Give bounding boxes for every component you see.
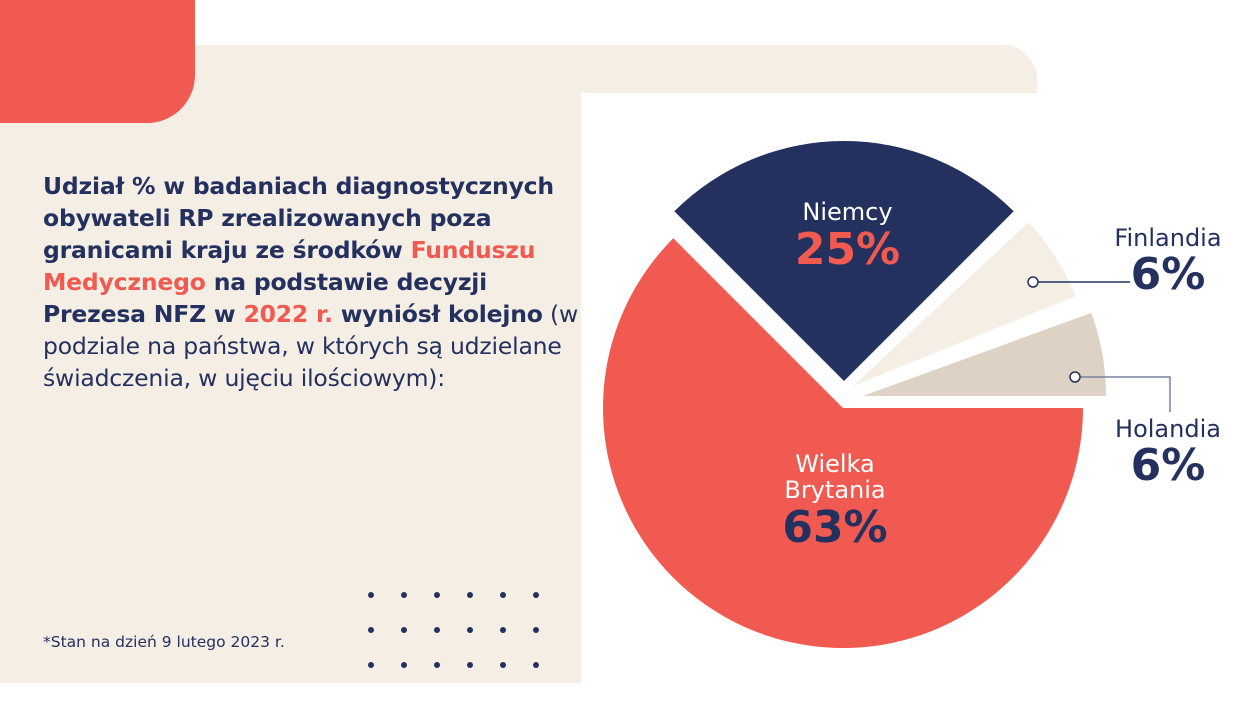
headline-part-3: wyniósł kolejno bbox=[332, 300, 543, 328]
label-wb-line-2: Brytania bbox=[784, 476, 886, 504]
finlandia-connector-dot bbox=[1027, 276, 1039, 288]
label-wb-value: 63% bbox=[782, 502, 888, 553]
background-top-strip bbox=[195, 45, 1037, 93]
label-holandia: Holandia 6% bbox=[1098, 415, 1238, 489]
label-holandia-name: Holandia bbox=[1115, 415, 1221, 443]
headline-part-4: (w podziale na państwa, w których są udz… bbox=[43, 300, 578, 392]
holandia-connector-dot bbox=[1069, 371, 1081, 383]
label-niemcy: Niemcy 25% bbox=[770, 198, 925, 274]
pie-chart bbox=[603, 141, 1171, 649]
slice-wielka-brytania bbox=[603, 238, 1084, 649]
label-wb-line-1: Wielka bbox=[795, 450, 875, 478]
label-holandia-value: 6% bbox=[1130, 440, 1206, 491]
slice-niemcy bbox=[674, 141, 1014, 381]
headline-accent-year: 2022 r. bbox=[243, 300, 333, 328]
holandia-connector-line bbox=[1080, 376, 1171, 412]
background-left-panel bbox=[0, 45, 581, 683]
label-niemcy-name: Niemcy bbox=[802, 198, 893, 226]
headline-accent-fund: Funduszu Medycznego bbox=[43, 236, 536, 296]
decorative-red-block bbox=[0, 0, 195, 123]
decorative-dot-grid bbox=[368, 592, 539, 668]
label-finlandia: Finlandia 6% bbox=[1098, 224, 1238, 298]
label-finlandia-value: 6% bbox=[1130, 249, 1206, 300]
footnote: *Stan na dzień 9 lutego 2023 r. bbox=[43, 633, 285, 651]
label-wielka-brytania: Wielka Brytania 63% bbox=[755, 451, 915, 553]
headline-part-1: Udział % w badaniach diagnostycznych oby… bbox=[43, 172, 554, 264]
slice-finlandia bbox=[853, 222, 1076, 386]
label-niemcy-value: 25% bbox=[794, 224, 901, 275]
label-finlandia-name: Finlandia bbox=[1114, 224, 1222, 252]
headline-part-2: na podstawie decyzji Prezesa NFZ w bbox=[43, 268, 488, 328]
chart-description: Udział % w badaniach diagnostycznych oby… bbox=[43, 170, 583, 394]
slice-holandia bbox=[863, 312, 1106, 396]
